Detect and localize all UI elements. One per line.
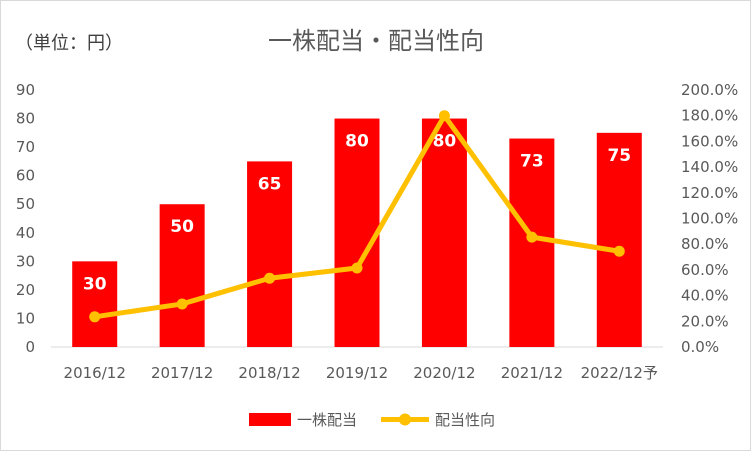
y-left-axis: 0 10 20 30 40 50 60 70 80 90 (16, 81, 35, 356)
bar-2017/12 (159, 204, 205, 347)
y-left-tick: 20 (16, 281, 35, 299)
bar-2021/12 (509, 138, 555, 347)
data-label: 65 (258, 174, 282, 194)
x-tick: 2020/12 (413, 364, 475, 382)
bar-2016/12 (72, 261, 118, 347)
legend: 一株配当 配当性向 (249, 411, 495, 429)
payout-point-2021/12 (526, 231, 538, 243)
data-label: 75 (607, 146, 631, 166)
y-left-tick: 0 (25, 338, 35, 356)
payout-point-2019/12 (351, 262, 363, 274)
bar-2022/12予 (596, 132, 642, 347)
legend-bar-swatch (249, 413, 291, 426)
y-left-tick: 50 (16, 195, 35, 213)
y-right-axis: 0.0% 20.0% 40.0% 60.0% 80.0% 100.0% 120.0% 140.… (681, 81, 738, 356)
y-left-tick: 10 (16, 309, 35, 327)
y-left-tick: 40 (16, 224, 35, 242)
y-right-tick: 120.0% (681, 184, 738, 202)
bar-series: 30 50 65 80 80 73 75 (72, 118, 642, 347)
legend-bar-label: 一株配当 (297, 411, 357, 429)
x-tick: 2021/12 (501, 364, 563, 382)
x-tick: 2018/12 (238, 364, 300, 382)
x-tick: 2022/12予 (581, 364, 658, 382)
y-right-tick: 140.0% (681, 158, 738, 176)
y-right-tick: 40.0% (681, 287, 729, 305)
unit-label: （単位：円） (15, 33, 123, 54)
x-axis: 2016/12 2017/12 2018/12 2019/12 2020/12 2021/… (64, 364, 658, 382)
payout-point-2017/12 (176, 298, 188, 310)
data-label: 80 (345, 132, 369, 152)
bar-2020/12 (421, 118, 467, 347)
x-tick: 2016/12 (64, 364, 126, 382)
x-tick: 2017/12 (151, 364, 213, 382)
y-right-tick: 0.0% (681, 338, 719, 356)
data-label: 80 (433, 132, 457, 152)
chart-title: 一株配当・配当性向 (268, 27, 484, 55)
y-right-tick: 200.0% (681, 81, 738, 99)
line-series (89, 110, 625, 323)
payout-point-2018/12 (264, 272, 276, 284)
y-left-tick: 60 (16, 167, 35, 185)
y-right-tick: 160.0% (681, 132, 738, 150)
data-label: 30 (83, 274, 107, 294)
y-right-tick: 80.0% (681, 235, 729, 253)
y-left-tick: 30 (16, 252, 35, 270)
payout-point-2020/12 (438, 110, 450, 122)
y-right-tick: 60.0% (681, 261, 729, 279)
y-left-tick: 70 (16, 138, 35, 156)
data-label: 73 (520, 152, 544, 172)
payout-point-2022/12予 (613, 245, 625, 257)
y-right-tick: 180.0% (681, 107, 738, 125)
y-left-tick: 90 (16, 81, 35, 99)
y-left-tick: 80 (16, 110, 35, 128)
bar-2018/12 (247, 161, 293, 347)
y-right-tick: 100.0% (681, 210, 738, 228)
legend-line-label: 配当性向 (435, 411, 495, 429)
legend-line-marker (399, 413, 411, 426)
data-label: 50 (170, 217, 194, 237)
payout-point-2016/12 (89, 311, 101, 323)
x-tick: 2019/12 (326, 364, 388, 382)
y-right-tick: 20.0% (681, 312, 729, 330)
bar-2019/12 (334, 118, 380, 347)
